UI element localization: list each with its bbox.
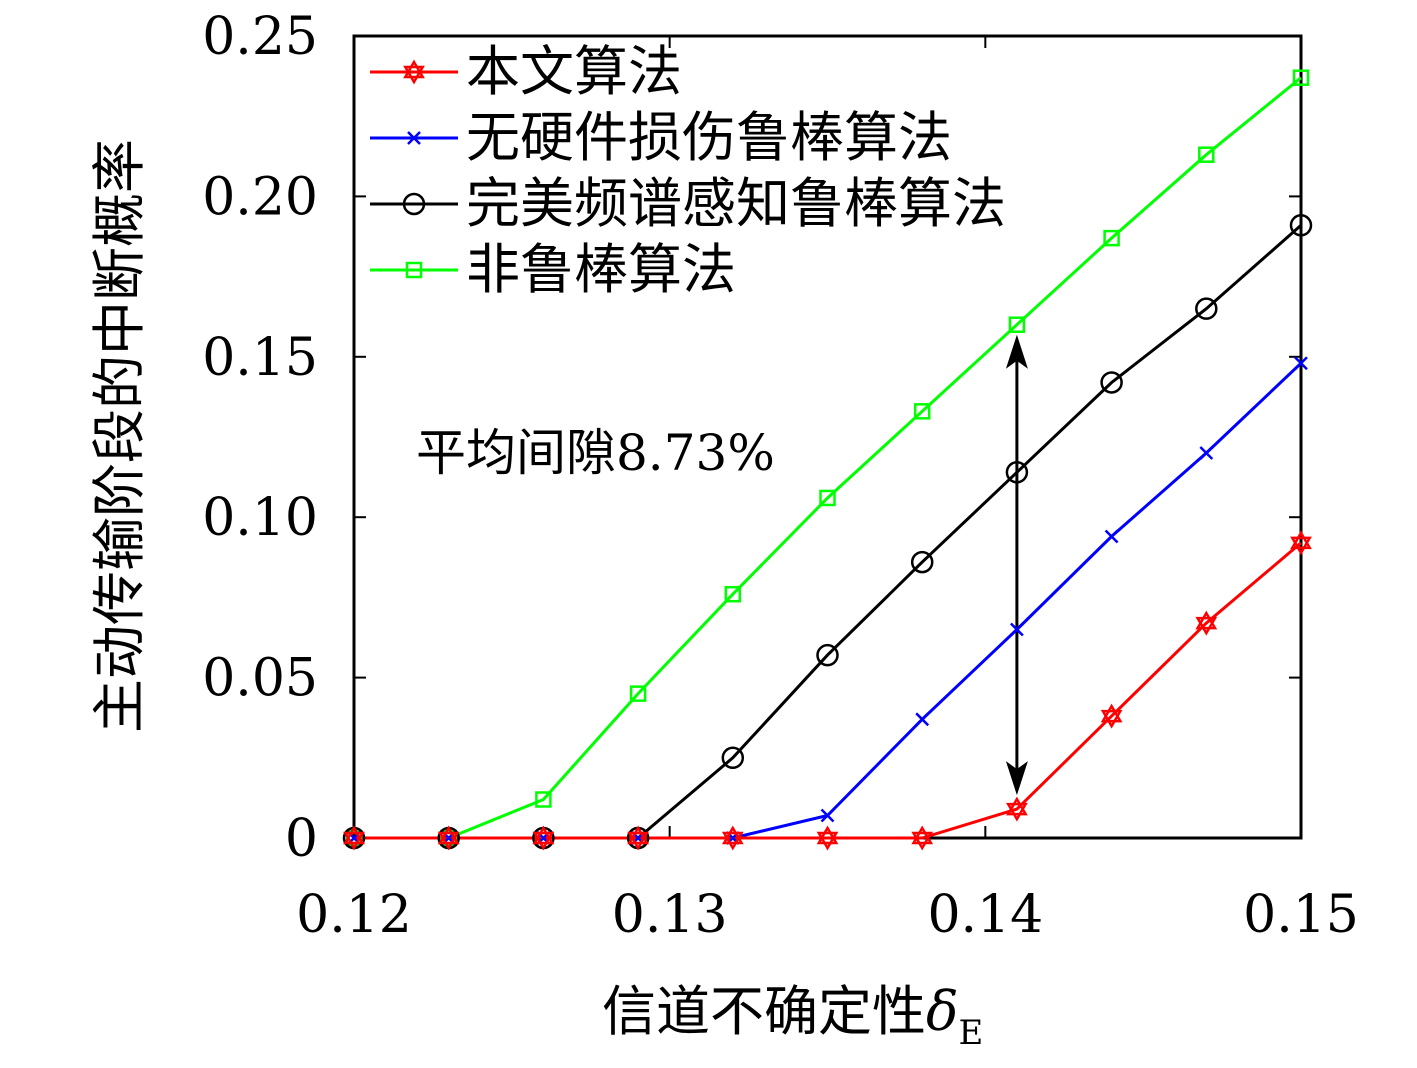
series-0-point [437, 825, 460, 851]
series-2-point [1195, 297, 1218, 320]
legend-item: 本文算法 [370, 40, 682, 103]
y-axis-title: 主动传输阶段的中断概率 [88, 139, 151, 733]
y-tick-label: 0.05 [202, 649, 318, 709]
x-axis-subscript: E [959, 1013, 984, 1053]
series-0-point [1290, 530, 1312, 556]
series-0-point [911, 825, 934, 851]
series-0-point [1195, 610, 1218, 636]
series-3-point [1008, 316, 1026, 333]
series-2-point [910, 550, 934, 574]
legend-label: 无硬件损伤鲁棒算法 [466, 106, 952, 169]
y-tick-labels: 0 0.05 0.10 0.15 0.20 0.25 [202, 7, 318, 869]
series-1-point [1294, 356, 1308, 371]
legend-label: 本文算法 [466, 40, 682, 103]
gap-arrow [1005, 334, 1028, 796]
series-0-point [627, 825, 649, 851]
annotation-text: 平均间隙8.73% [416, 424, 775, 482]
series-line-2 [354, 224, 1302, 840]
series-0-point [1006, 796, 1028, 822]
legend-marker [402, 192, 426, 216]
legend-marker [407, 131, 421, 145]
series-0-point [343, 825, 365, 851]
legend-item: 完美频谱感知鲁棒算法 [370, 172, 1006, 235]
series-2-point [816, 643, 839, 667]
arrow-head-down [1005, 761, 1028, 796]
series-3-point [913, 403, 931, 420]
x-tick-label: 0.14 [927, 885, 1043, 945]
series-3-point [1292, 69, 1310, 86]
x-tick-label: 0.15 [1243, 885, 1359, 945]
series-2-point [1289, 214, 1313, 237]
x-axis-title-text: 信道不确定性 [602, 980, 926, 1043]
y-tick-label: 0.10 [202, 488, 318, 548]
arrow-head-up [1005, 334, 1028, 369]
series-line-3 [354, 76, 1302, 840]
series-3-point [819, 489, 836, 507]
series-3-point [1103, 229, 1120, 247]
series-line-0 [354, 541, 1302, 840]
series-1-point [820, 808, 835, 823]
legend-marker [403, 59, 425, 85]
x-tick-labels: 0.12 0.13 0.14 0.15 [296, 885, 1359, 945]
series-0-point [532, 825, 555, 851]
legend-label: 完美频谱感知鲁棒算法 [466, 172, 1006, 235]
y-tick-label: 0.25 [202, 7, 318, 67]
series-0-point [816, 825, 839, 851]
series-2-point [1005, 461, 1029, 484]
series-3-point [629, 685, 647, 702]
series-0-point [1100, 703, 1123, 729]
series-1-point [1010, 622, 1024, 637]
y-tick-label: 0.15 [202, 328, 318, 388]
x-axis-symbol: δ [926, 980, 959, 1043]
series-1-point [1199, 446, 1214, 460]
series-1-point [1104, 529, 1119, 544]
legend-item: 无硬件损伤鲁棒算法 [370, 106, 952, 169]
y-tick-label: 0 [285, 809, 318, 869]
legend-label: 非鲁棒算法 [466, 238, 736, 301]
series-3-point [535, 791, 552, 808]
legend-item: 非鲁棒算法 [370, 238, 736, 301]
series-markers [342, 69, 1313, 851]
x-tick-label: 0.13 [612, 885, 728, 945]
legend-marker [405, 261, 423, 279]
series-0-point [721, 825, 744, 851]
series-1-point [915, 712, 930, 727]
y-tick-label: 0.20 [202, 167, 318, 227]
x-tick-label: 0.12 [296, 885, 412, 945]
series-2-point [1100, 371, 1123, 394]
series-2-point [721, 746, 745, 770]
x-axis-title: 信道不确定性δE [602, 980, 983, 1053]
series-3-point [1198, 146, 1215, 163]
series-3-point [724, 585, 742, 603]
